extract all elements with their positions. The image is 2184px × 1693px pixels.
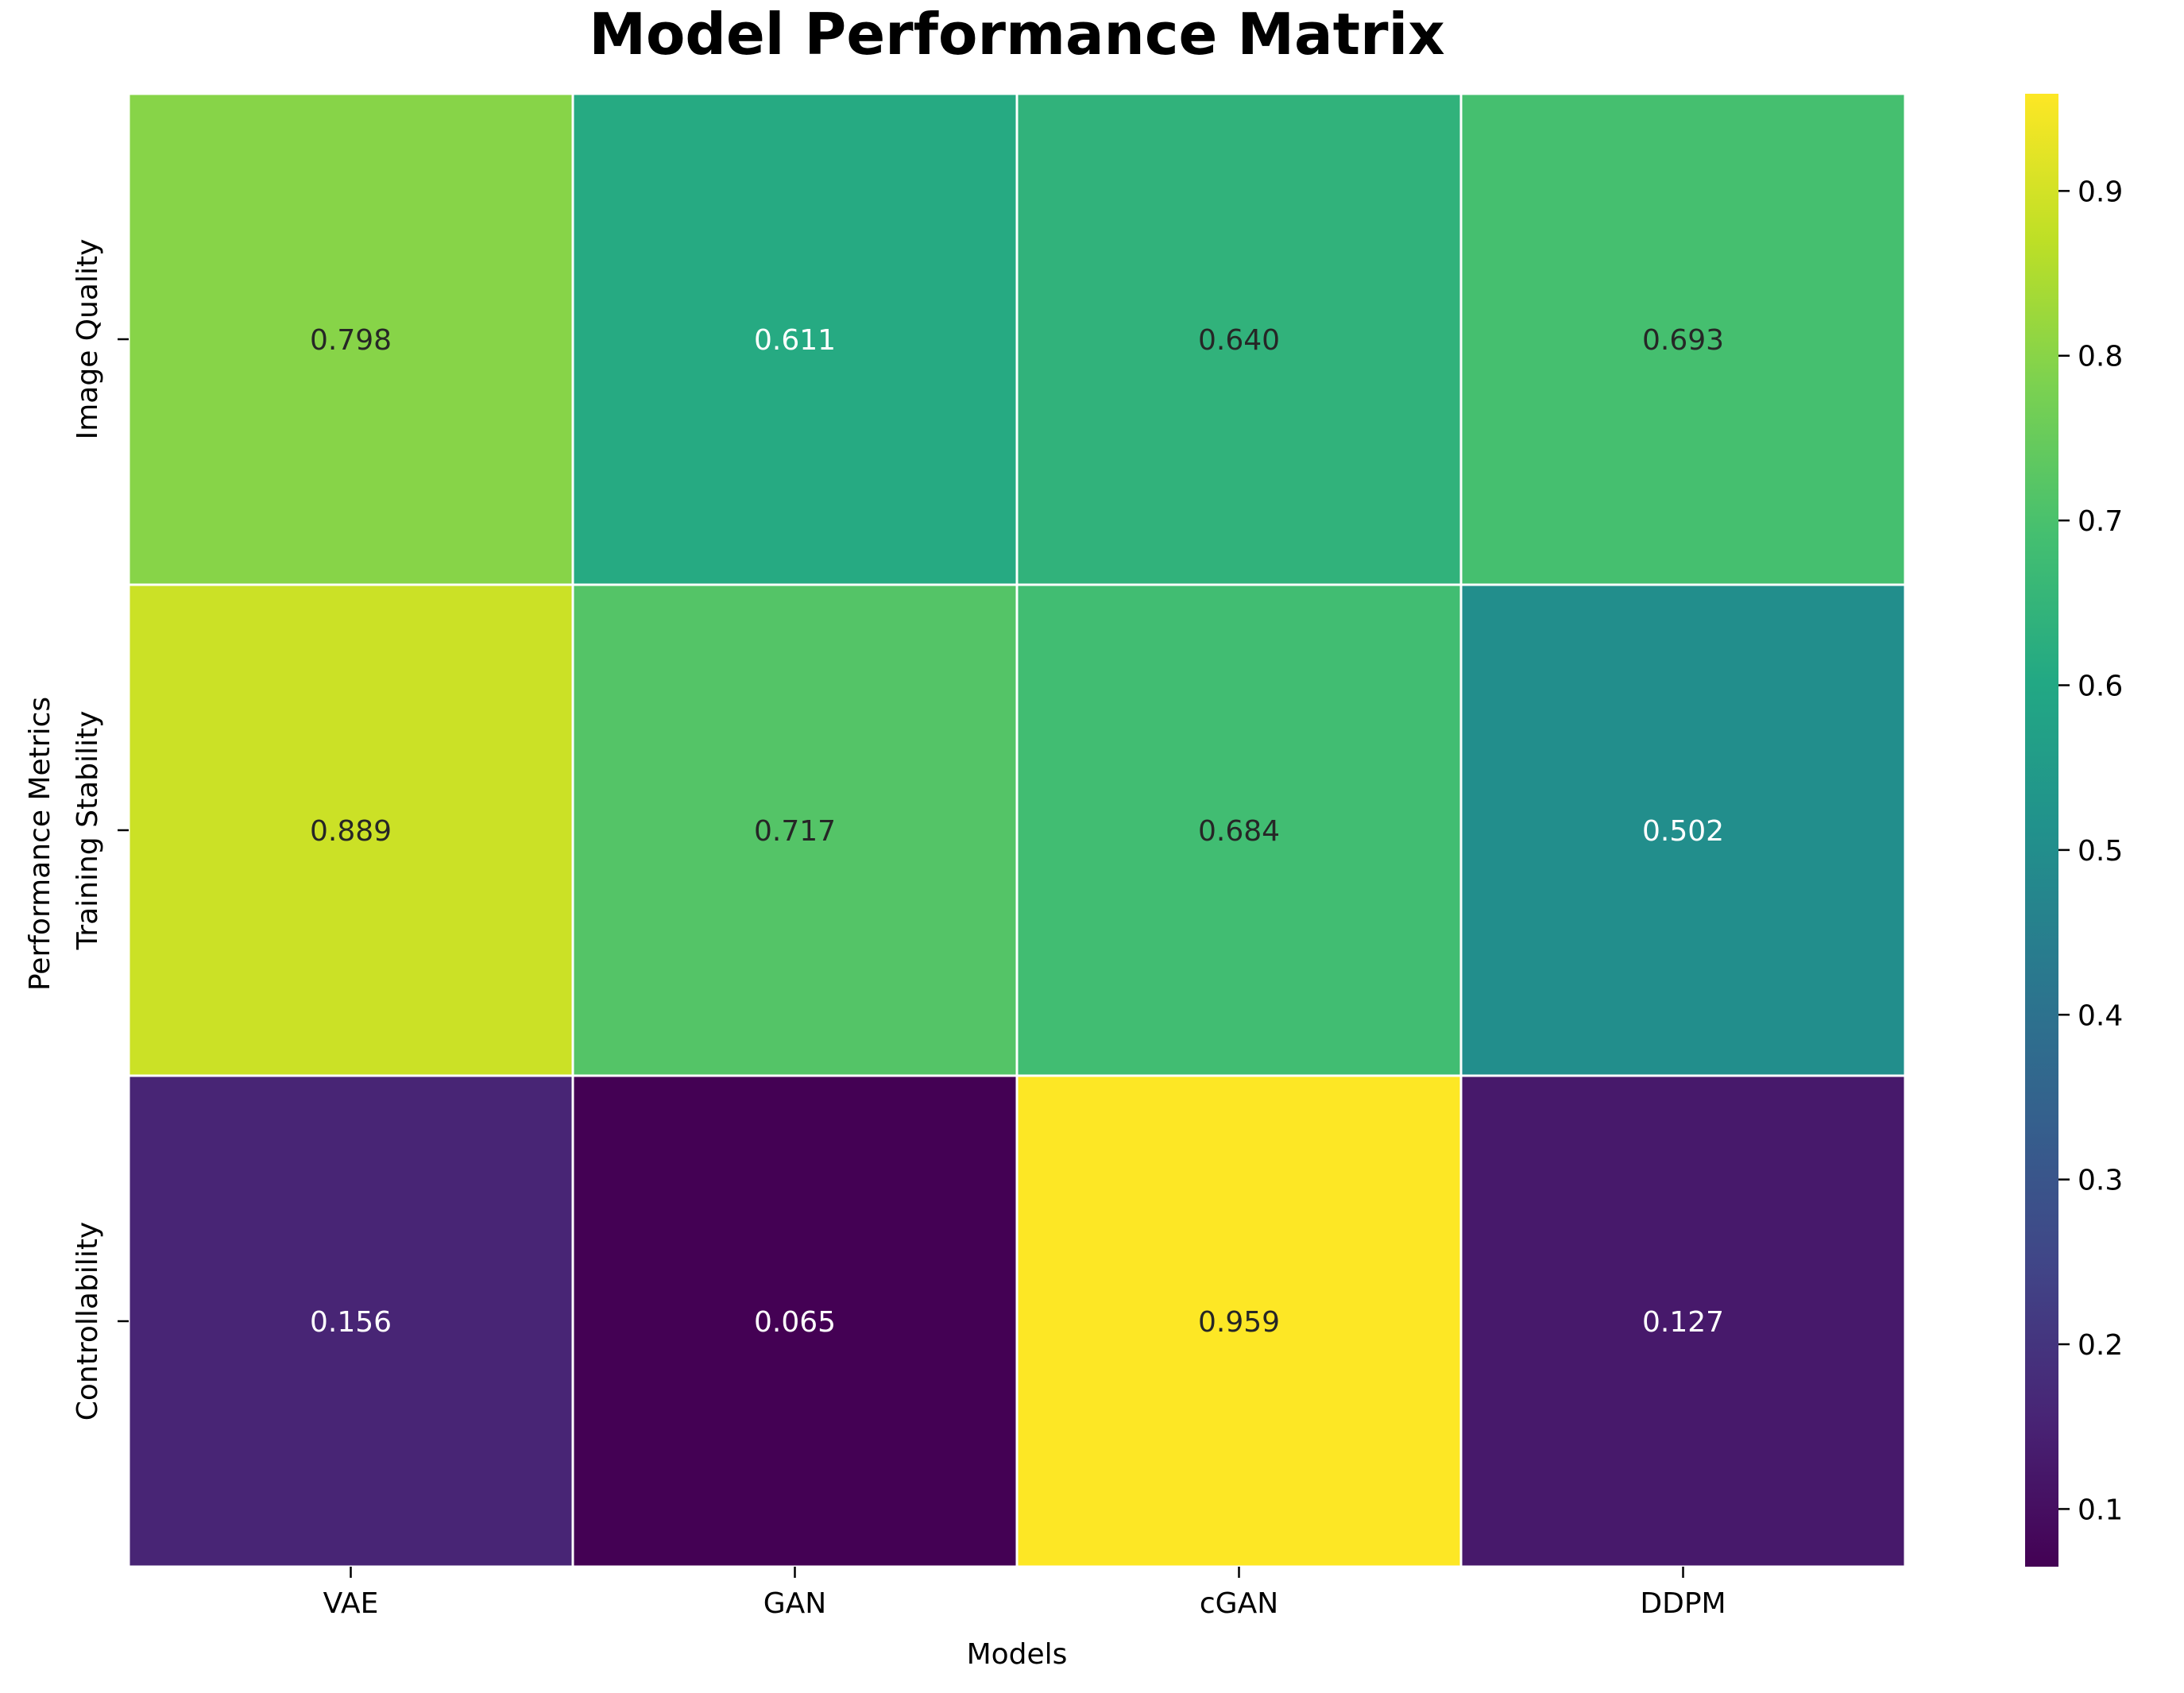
heatmap-cell bbox=[127, 92, 574, 586]
x-tick-label: VAE bbox=[323, 1587, 379, 1620]
heatmap-cell bbox=[571, 1074, 1019, 1568]
cell-value-label: 0.889 bbox=[310, 815, 392, 848]
colorbar-tick-label: 0.6 bbox=[2078, 671, 2123, 703]
heatmap-cell bbox=[1015, 92, 1463, 586]
y-tick-label: Controllability bbox=[72, 1222, 104, 1420]
y-axis-label: Performance Metrics bbox=[24, 697, 56, 991]
x-tick-label: cGAN bbox=[1200, 1587, 1278, 1620]
heatmap-cell bbox=[1459, 583, 1907, 1077]
heatmap-cells bbox=[127, 92, 1907, 1568]
colorbar-tick-label: 0.7 bbox=[2078, 505, 2123, 538]
cell-value-label: 0.959 bbox=[1198, 1306, 1280, 1339]
cell-value-label: 0.156 bbox=[310, 1306, 392, 1339]
heatmap-cell bbox=[571, 583, 1019, 1077]
colorbar-tick-label: 0.1 bbox=[2078, 1494, 2123, 1526]
cell-value-label: 0.127 bbox=[1642, 1306, 1724, 1339]
cell-value-label: 0.798 bbox=[310, 324, 392, 357]
y-tick-label: Image Quality bbox=[72, 239, 104, 440]
colorbar-tick-label: 0.4 bbox=[2078, 999, 2123, 1032]
cell-value-label: 0.684 bbox=[1198, 815, 1280, 848]
x-axis-ticks: VAE GAN cGAN DDPM bbox=[323, 1567, 1726, 1620]
colorbar-tick-label: 0.8 bbox=[2078, 341, 2123, 373]
x-axis-label: Models bbox=[967, 1638, 1068, 1671]
x-tick-label: DDPM bbox=[1640, 1587, 1726, 1620]
y-tick-label: Training Stability bbox=[72, 711, 104, 951]
heatmap-cell-labels: 0.798 0.611 0.640 0.693 0.889 0.717 0.684 0.502… bbox=[310, 324, 1724, 1339]
cell-value-label: 0.640 bbox=[1198, 324, 1280, 357]
x-tick-label: GAN bbox=[763, 1587, 826, 1620]
cell-value-label: 0.502 bbox=[1642, 815, 1724, 848]
heatmap-cell bbox=[571, 92, 1019, 586]
colorbar-gradient bbox=[2025, 94, 2058, 1567]
cell-value-label: 0.611 bbox=[754, 324, 836, 357]
colorbar-tick-label: 0.5 bbox=[2078, 835, 2123, 868]
y-axis-ticks: Image Quality Training Stability Controlla… bbox=[72, 239, 129, 1420]
cell-value-label: 0.065 bbox=[754, 1306, 836, 1339]
colorbar-tick-label: 0.3 bbox=[2078, 1165, 2123, 1197]
cell-value-label: 0.693 bbox=[1642, 324, 1724, 357]
chart-title: Model Performance Matrix bbox=[589, 1, 1444, 68]
colorbar: 0.1 0.2 0.3 0.4 0.5 0.6 0.7 0.8 0.9 bbox=[2025, 94, 2123, 1567]
cell-value-label: 0.717 bbox=[754, 815, 836, 848]
colorbar-tick-label: 0.9 bbox=[2078, 176, 2123, 208]
heatmap-cell bbox=[1459, 1074, 1907, 1568]
heatmap-cell bbox=[127, 583, 574, 1077]
heatmap-cell bbox=[1459, 92, 1907, 586]
heatmap-cell bbox=[1015, 583, 1463, 1077]
colorbar-tick-label: 0.2 bbox=[2078, 1329, 2123, 1362]
